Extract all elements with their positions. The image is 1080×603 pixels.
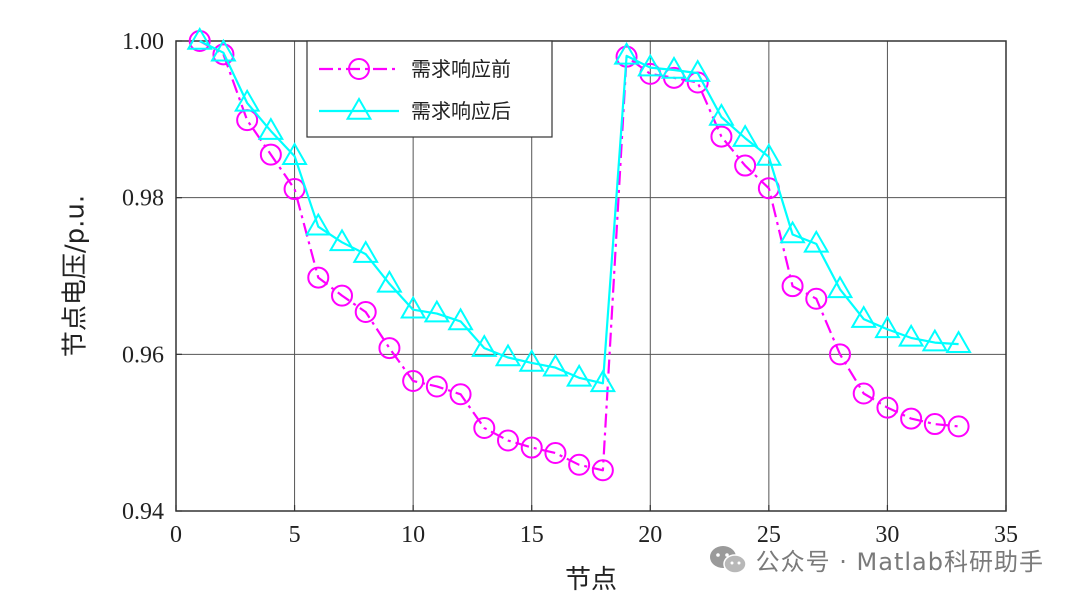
data-point (876, 396, 899, 419)
data-point (781, 275, 804, 298)
data-point (852, 382, 875, 405)
data-point (803, 229, 830, 253)
legend-marker (348, 58, 370, 80)
data-point (425, 375, 448, 398)
watermark-text: 公众号 · Matlab科研助手 (755, 548, 1044, 576)
legend-entry: 需求响应后 (319, 96, 511, 123)
data-point (734, 154, 757, 177)
series-line (199, 40, 959, 385)
plot-area-frame (175, 40, 1007, 512)
data-point (829, 343, 851, 366)
data-point (947, 415, 970, 438)
data-point (589, 369, 616, 393)
data-point (945, 330, 972, 353)
x-tick-label: 25 (757, 522, 781, 548)
data-point (921, 328, 948, 352)
data-point (850, 305, 877, 328)
x-tick-label: 35 (994, 522, 1018, 548)
data-point (898, 323, 925, 347)
data-point (473, 416, 496, 439)
data-point (684, 59, 711, 82)
data-point (637, 53, 664, 77)
data-point (755, 142, 782, 166)
data-point (352, 240, 379, 263)
data-point (212, 43, 235, 66)
data-point (331, 284, 353, 307)
data-point (281, 142, 308, 165)
data-point (186, 26, 213, 50)
data-point (518, 348, 545, 372)
series-layer (186, 26, 972, 482)
data-point (826, 275, 854, 299)
data-point (494, 343, 522, 367)
legend-label: 需求响应后 (411, 99, 511, 123)
grid-lines (176, 41, 1006, 511)
legend-marker (345, 96, 373, 120)
x-tick-label: 30 (875, 522, 899, 548)
data-point (354, 301, 377, 324)
data-point (708, 102, 735, 126)
data-point (447, 307, 474, 331)
wechat-icon (709, 545, 747, 574)
data-point (874, 315, 901, 339)
legend-entry: 需求响应前 (319, 57, 511, 81)
data-point (542, 353, 569, 377)
data-point (566, 363, 593, 387)
data-point (402, 369, 425, 392)
data-point (305, 212, 332, 236)
data-point (210, 38, 237, 62)
data-point (257, 117, 284, 140)
x-tick-label: 0 (170, 522, 182, 548)
data-point (400, 295, 427, 319)
data-point (544, 442, 567, 465)
x-axis-title: 节点 (565, 565, 617, 595)
data-point (328, 228, 356, 252)
x-tick-label: 15 (520, 522, 544, 548)
data-point (423, 299, 450, 323)
data-point (732, 124, 759, 147)
data-point (686, 71, 709, 94)
y-axis-title: 节点电压/p.u. (61, 195, 91, 357)
data-point (710, 125, 733, 148)
data-point (660, 55, 688, 79)
data-point (923, 413, 946, 436)
legend-label: 需求响应前 (411, 57, 511, 81)
data-point (805, 287, 828, 310)
data-point (307, 266, 330, 289)
y-tick-label: 0.96 (122, 342, 164, 368)
data-point (591, 459, 614, 482)
data-point (236, 109, 259, 132)
data-point (471, 334, 498, 357)
watermark: 公众号 · Matlab科研助手 (708, 542, 1044, 577)
data-point (520, 436, 543, 459)
data-point (497, 429, 519, 452)
data-point (779, 220, 806, 244)
data-point (613, 41, 640, 65)
axis-ticks: 0 5 10 15 20 25 30 35 0.94 0.96 0.98 1.00 (122, 29, 1018, 548)
y-tick-label: 0.94 (122, 499, 164, 525)
data-point (376, 269, 403, 293)
x-tick-label: 20 (638, 522, 662, 548)
data-point (449, 383, 472, 406)
y-tick-label: 0.98 (122, 186, 164, 212)
data-point (234, 88, 261, 112)
x-tick-label: 10 (401, 522, 425, 548)
series-2 (186, 26, 972, 393)
x-tick-label: 5 (289, 522, 301, 548)
data-point (259, 143, 282, 166)
y-tick-label: 1.00 (122, 29, 164, 55)
data-point (378, 337, 401, 360)
legend-box (306, 40, 553, 138)
data-point (900, 407, 923, 430)
series-1 (188, 30, 970, 482)
data-point (568, 453, 591, 476)
